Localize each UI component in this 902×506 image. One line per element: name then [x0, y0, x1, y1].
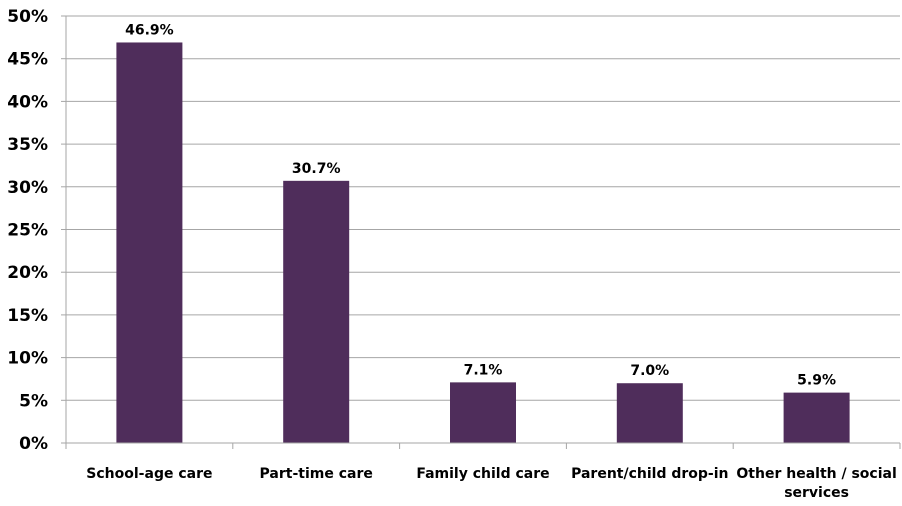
y-tick-label: 50% — [7, 7, 48, 27]
category-label-line: Part-time care — [260, 466, 373, 482]
category-label-line: Family child care — [416, 466, 549, 482]
category-label-line: Other health / social — [736, 466, 896, 482]
y-tick-label: 45% — [7, 50, 48, 70]
y-tick-label: 15% — [7, 306, 48, 326]
gridlines — [66, 15, 900, 401]
y-tick-label: 10% — [7, 349, 48, 369]
category-label: School-age care — [86, 466, 212, 482]
y-tick-label: 30% — [7, 178, 48, 198]
bar — [283, 180, 350, 443]
y-tick-label: 20% — [7, 263, 48, 283]
category-label: Family child care — [416, 466, 549, 482]
data-label: 7.1% — [464, 362, 503, 378]
category-label-line: services — [784, 485, 849, 501]
data-label: 30.7% — [292, 161, 341, 177]
data-label: 7.0% — [630, 363, 669, 379]
y-tick-label: 5% — [19, 391, 48, 411]
bar — [116, 42, 183, 443]
bar — [616, 383, 683, 443]
category-label-line: Parent/child drop-in — [571, 466, 728, 482]
bar — [450, 382, 516, 443]
category-label: Parent/child drop-in — [571, 466, 728, 482]
y-tick-label: 0% — [19, 434, 48, 454]
y-tick-label: 40% — [7, 92, 48, 112]
y-tick-label: 35% — [7, 135, 48, 155]
category-label-line: School-age care — [86, 466, 212, 482]
data-labels: 46.9% 30.7% 7.1% 7.0% 5.9% — [125, 22, 836, 388]
category-label: Part-time care — [260, 466, 373, 482]
data-label: 46.9% — [125, 22, 174, 38]
x-axis — [65, 16, 901, 449]
bars — [116, 42, 850, 443]
data-label: 5.9% — [797, 373, 836, 389]
category-labels: School-age care Part-time care Family chil… — [86, 466, 896, 501]
y-tick-label: 25% — [7, 221, 48, 241]
category-label: Other health / social services — [736, 466, 896, 501]
y-axis-ticks: 0% 5% 10% 15% 20% 25% 30% 35% 40% 45% 50% — [7, 7, 66, 454]
bar — [783, 392, 850, 443]
